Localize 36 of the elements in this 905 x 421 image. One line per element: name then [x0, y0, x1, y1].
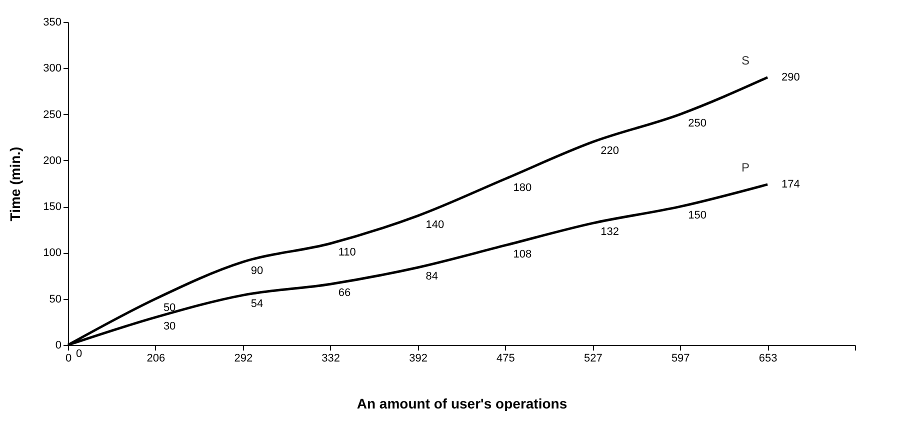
x-tick-label: 597 [671, 352, 690, 364]
data-label: 30 [163, 320, 176, 332]
y-tick-label: 350 [43, 16, 62, 28]
data-label: 150 [688, 210, 706, 222]
data-label: 90 [250, 264, 264, 277]
data-label: 290 [782, 71, 800, 84]
x-tick-label: 527 [584, 352, 602, 364]
data-label: 132 [600, 226, 620, 238]
x-tick-label: 0 [65, 352, 72, 364]
data-label: 54 [250, 298, 264, 310]
data-label: 66 [338, 287, 351, 300]
y-tick-label: 200 [43, 154, 62, 167]
x-tick-label: 392 [409, 352, 428, 364]
data-label: 250 [688, 117, 706, 130]
y-tick-label: 50 [49, 293, 62, 306]
series-label: P [742, 160, 750, 174]
data-label: 174 [782, 178, 800, 190]
data-label: 108 [513, 248, 532, 260]
x-tick-label: 332 [322, 352, 340, 364]
y-tick-label: 0 [55, 340, 62, 352]
x-tick-label: 206 [146, 352, 166, 364]
x-tick-label: 475 [496, 352, 515, 364]
data-label: 220 [600, 144, 620, 157]
y-tick-label: 250 [43, 108, 62, 121]
data-label: 180 [513, 182, 532, 194]
data-label: 110 [338, 246, 356, 258]
x-tick-label: 292 [234, 352, 253, 364]
y-tick-label: 150 [43, 201, 62, 214]
y-tick-label: 100 [43, 247, 62, 260]
data-label: 84 [426, 270, 438, 282]
data-label: 50 [163, 302, 176, 314]
x-tick-label: 653 [758, 352, 778, 364]
y-axis-title: Time (min.) [7, 146, 24, 222]
series-label: S [742, 53, 750, 68]
y-tick-label: 300 [43, 62, 62, 75]
data-label: 140 [426, 218, 444, 231]
